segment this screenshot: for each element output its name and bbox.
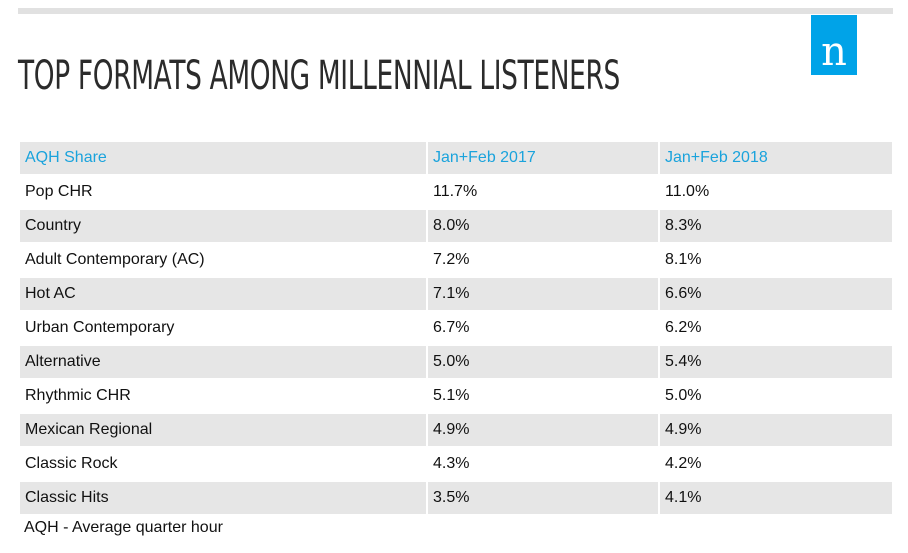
share-2018-cell: 6.6% (660, 278, 892, 310)
share-2017-cell: 4.9% (428, 414, 658, 446)
format-name-cell: Classic Hits (20, 482, 426, 514)
share-2017-cell: 5.0% (428, 346, 658, 378)
share-2017-cell: 3.5% (428, 482, 658, 514)
share-2018-cell: 5.4% (660, 346, 892, 378)
share-2018-cell: 11.0% (665, 183, 710, 200)
share-2017-cell: 11.7% (433, 183, 478, 200)
share-2017-cell: 7.1% (428, 278, 658, 310)
share-2018-cell: 8.3% (660, 210, 892, 242)
table-row: Pop CHR 11.7% 11.0% (20, 176, 892, 208)
share-2018-cell: 4.9% (660, 414, 892, 446)
top-divider (18, 8, 893, 14)
share-2017-cell: 8.0% (428, 210, 658, 242)
table-row: Mexican Regional 4.9% 4.9% (20, 414, 892, 446)
format-name-cell: Classic Rock (25, 455, 118, 472)
share-2018-cell: 6.2% (665, 319, 702, 336)
svg-text:n: n (821, 29, 847, 75)
table-row: Hot AC 7.1% 6.6% (20, 278, 892, 310)
format-name-cell: Mexican Regional (20, 414, 426, 446)
column-header: AQH Share (20, 142, 426, 174)
table-row: Urban Contemporary 6.7% 6.2% (20, 312, 892, 344)
page-title: TOP FORMATS AMONG MILLENNIAL LISTENERS (18, 53, 620, 99)
share-2017-cell: 6.7% (433, 319, 470, 336)
table-header-row: AQH Share Jan+Feb 2017 Jan+Feb 2018 (20, 142, 892, 174)
table-body: Pop CHR 11.7% 11.0% Country 8.0% 8.3% Adult Co… (20, 176, 892, 514)
table-row: Rhythmic CHR 5.1% 5.0% (20, 380, 892, 412)
format-name-cell: Hot AC (20, 278, 426, 310)
format-name-cell: Pop CHR (25, 183, 93, 200)
n-letter-icon: n (821, 29, 847, 75)
share-2017-cell: 7.2% (433, 251, 470, 268)
format-name-cell: Adult Contemporary (AC) (25, 251, 205, 268)
share-2017-cell: 5.1% (433, 387, 470, 404)
column-header: Jan+Feb 2017 (428, 142, 658, 174)
share-2018-cell: 4.2% (665, 455, 702, 472)
column-header: Jan+Feb 2018 (660, 142, 892, 174)
format-name-cell: Rhythmic CHR (25, 387, 131, 404)
share-2018-cell: 4.1% (660, 482, 892, 514)
format-name-cell: Alternative (20, 346, 426, 378)
table-row: Classic Hits 3.5% 4.1% (20, 482, 892, 514)
formats-table: AQH Share Jan+Feb 2017 Jan+Feb 2018 Pop … (18, 140, 894, 516)
format-name-cell: Urban Contemporary (25, 319, 175, 336)
table-row: Country 8.0% 8.3% (20, 210, 892, 242)
table-row: Classic Rock 4.3% 4.2% (20, 448, 892, 480)
share-2017-cell: 4.3% (433, 455, 470, 472)
share-2018-cell: 8.1% (665, 251, 702, 268)
format-name-cell: Country (20, 210, 426, 242)
table-row: Alternative 5.0% 5.4% (20, 346, 892, 378)
footnote: AQH - Average quarter hour (24, 519, 223, 536)
nielsen-logo: n (811, 15, 857, 75)
table-row: Adult Contemporary (AC) 7.2% 8.1% (20, 244, 892, 276)
share-2018-cell: 5.0% (665, 387, 702, 404)
